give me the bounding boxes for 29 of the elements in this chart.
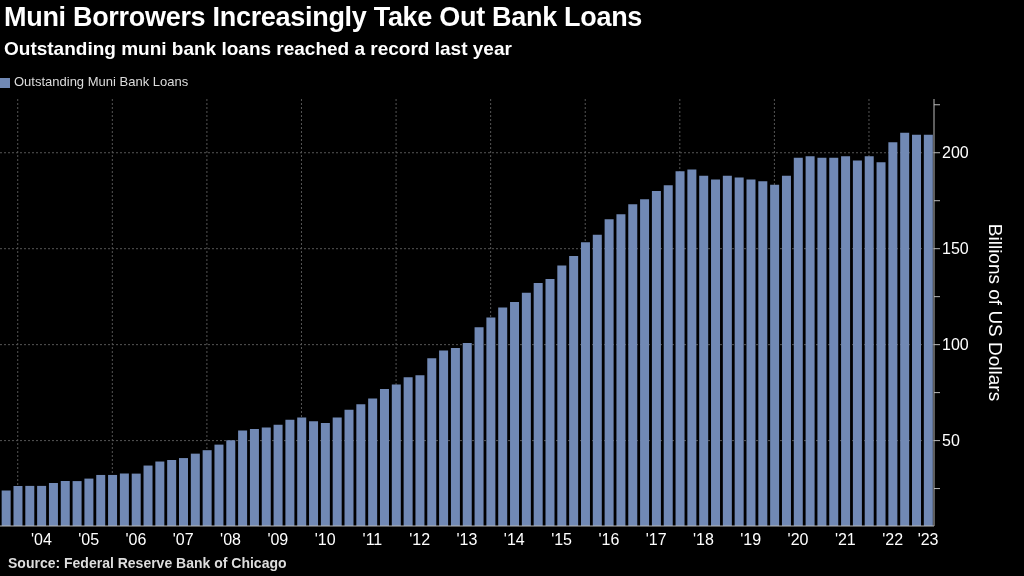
x-tick-label: '20 (787, 531, 809, 549)
x-tick-label: '15 (551, 531, 573, 549)
x-tick-label: '13 (456, 531, 478, 549)
x-tick-label: '10 (314, 531, 336, 549)
x-tick-label: '08 (220, 531, 242, 549)
source-note: Source: Federal Reserve Bank of Chicago (8, 555, 287, 571)
x-tick-label: '23 (917, 531, 939, 549)
x-tick-label: '05 (78, 531, 100, 549)
y-axis-title: Billions of US Dollars (985, 223, 1007, 402)
y-tick-label: 150 (942, 240, 969, 258)
x-tick-label: '06 (125, 531, 147, 549)
y-tick-label: 50 (942, 432, 960, 450)
x-tick-label: '12 (409, 531, 431, 549)
y-tick-label: 200 (942, 144, 969, 162)
x-tick-label: '17 (645, 531, 667, 549)
x-tick-label: '22 (882, 531, 904, 549)
y-tick-label: 100 (942, 336, 969, 354)
x-tick-label: '07 (172, 531, 194, 549)
chart-title: Muni Borrowers Increasingly Take Out Bank Loans (4, 2, 643, 33)
x-tick-label: '09 (267, 531, 289, 549)
x-tick-label: '16 (598, 531, 620, 549)
legend-label: Outstanding Muni Bank Loans (14, 74, 189, 89)
x-tick-label: '19 (740, 531, 762, 549)
chart-subtitle: Outstanding muni bank loans reached a record last year (4, 38, 512, 60)
x-tick-label: '21 (834, 531, 856, 549)
x-tick-label: '14 (503, 531, 525, 549)
x-tick-label: '18 (693, 531, 714, 549)
x-tick-label: '11 (362, 531, 383, 549)
x-tick-label: '04 (30, 531, 52, 549)
